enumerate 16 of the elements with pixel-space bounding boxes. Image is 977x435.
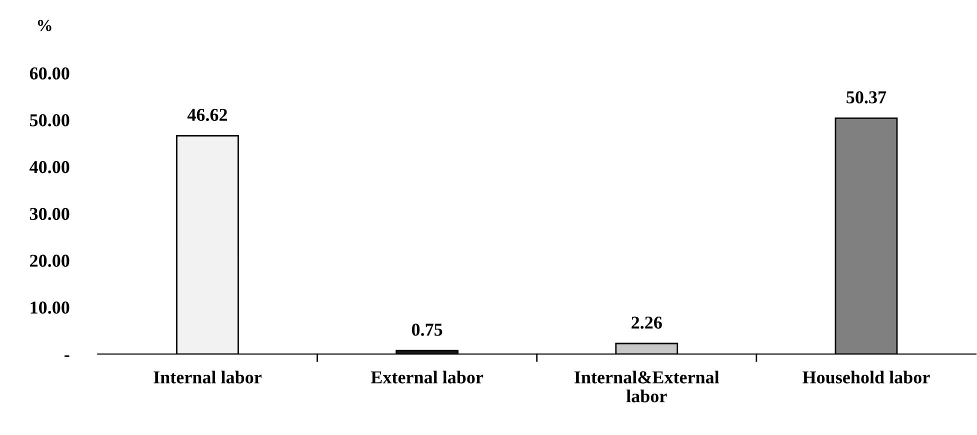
y-tick-label: 20.00 [30,254,70,267]
data-label: 2.26 [632,316,662,329]
data-label: 46.62 [187,108,228,122]
y-axis-title: % [38,20,52,32]
data-label: 0.75 [412,324,442,336]
y-tick-label: 60.00 [30,67,70,80]
y-tick-label: 40.00 [30,161,70,174]
data-label: 50.37 [846,91,886,104]
x-tick-label: External labor [370,370,484,384]
y-tick-label: 50.00 [30,114,70,126]
y-tick-label: 30.00 [30,208,70,220]
x-tick-label: Internal labor [154,370,262,384]
y-tick-label: 10.00 [30,302,70,314]
x-tick-label: Household labor [802,370,930,384]
y-tick-label: - [64,355,70,357]
x-tick-label: Internal&External labor [574,370,720,402]
